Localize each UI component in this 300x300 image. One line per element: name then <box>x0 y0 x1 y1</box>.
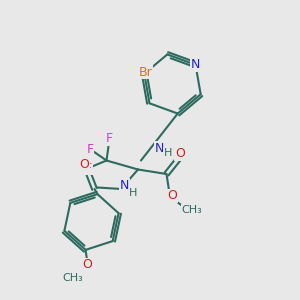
Text: Br: Br <box>139 66 153 79</box>
Text: F: F <box>106 132 113 146</box>
Text: F: F <box>86 142 94 156</box>
Text: N: N <box>154 142 164 155</box>
Text: O: O <box>82 258 92 272</box>
Text: N: N <box>120 178 129 192</box>
Text: H: H <box>164 148 172 158</box>
Text: O: O <box>175 147 185 160</box>
Text: H: H <box>129 188 138 198</box>
Text: O: O <box>167 189 177 203</box>
Text: O: O <box>80 158 89 172</box>
Text: CH₃: CH₃ <box>62 273 83 283</box>
Text: N: N <box>191 58 200 71</box>
Text: CH₃: CH₃ <box>182 205 203 215</box>
Text: F: F <box>85 161 92 175</box>
